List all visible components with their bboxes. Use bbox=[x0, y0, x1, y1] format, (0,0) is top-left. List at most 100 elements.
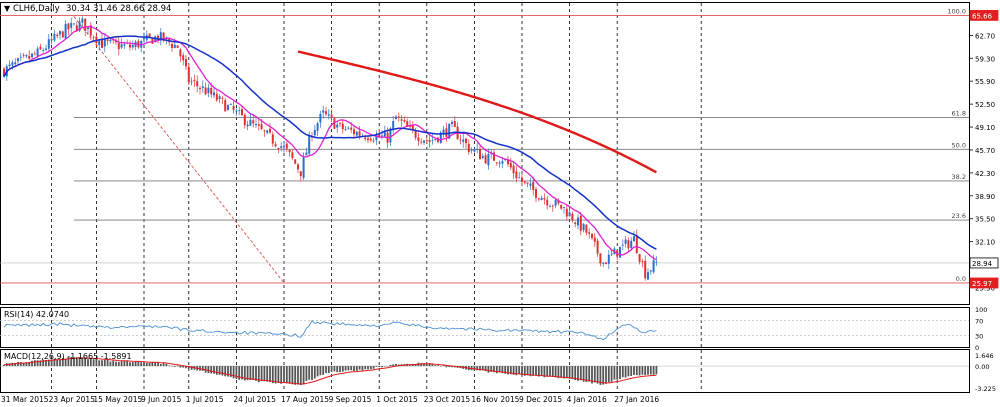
candle-body bbox=[157, 35, 159, 41]
candle-body bbox=[439, 132, 442, 143]
macd-histogram-bar bbox=[148, 362, 151, 367]
candle-body bbox=[364, 137, 367, 140]
macd-histogram-bar bbox=[372, 366, 375, 369]
macd-histogram-bar bbox=[378, 366, 381, 368]
macd-histogram-bar bbox=[294, 366, 297, 385]
macd-histogram-bar bbox=[507, 366, 509, 375]
price-tick-label: 45.70 bbox=[975, 147, 995, 155]
macd-histogram-bar bbox=[227, 366, 229, 377]
macd-histogram-bar bbox=[655, 366, 658, 375]
candle-body bbox=[487, 154, 490, 166]
candle-body bbox=[59, 31, 61, 35]
macd-histogram-bar bbox=[56, 359, 59, 367]
candle-body bbox=[445, 128, 448, 137]
macd-histogram-bar bbox=[25, 362, 28, 367]
candle-body bbox=[81, 18, 84, 23]
macd-histogram-bar bbox=[14, 363, 17, 367]
macd-histogram-bar bbox=[143, 362, 145, 367]
macd-histogram-bar bbox=[257, 366, 260, 383]
rsi-tick-label: 100 bbox=[975, 306, 987, 314]
candle-body bbox=[143, 37, 145, 40]
candle-body bbox=[417, 137, 420, 141]
macd-histogram-bar bbox=[619, 366, 621, 380]
candle-body bbox=[47, 39, 50, 49]
candle-body bbox=[87, 27, 89, 30]
fibonacci-levels: 100.0 61.8 50.0 38.2 23.6 0.0 bbox=[0, 7, 969, 284]
price-pane[interactable] bbox=[0, 2, 970, 305]
candle-body bbox=[350, 127, 353, 130]
candle-body bbox=[593, 237, 596, 242]
macd-histogram-bar bbox=[442, 365, 445, 367]
candle-body bbox=[481, 155, 484, 158]
candle-body bbox=[509, 162, 512, 168]
macd-histogram-bar bbox=[271, 366, 274, 384]
macd-histogram-bar bbox=[518, 366, 521, 375]
macd-histogram-bar bbox=[325, 366, 327, 374]
ma-mid-line bbox=[3, 35, 657, 250]
macd-histogram-bar bbox=[350, 366, 353, 371]
macd-histogram-bar bbox=[330, 366, 333, 372]
candle-body bbox=[106, 39, 109, 41]
macd-histogram-bar bbox=[535, 366, 537, 376]
candle-body bbox=[372, 140, 375, 142]
macd-histogram-bar bbox=[423, 363, 425, 367]
candle-body bbox=[229, 104, 232, 105]
macd-histogram-bar bbox=[255, 366, 257, 381]
candle-body bbox=[484, 155, 487, 164]
candle-body bbox=[64, 23, 67, 39]
macd-histogram-bar bbox=[397, 364, 400, 367]
time-tick-label: 27 Jan 2016 bbox=[614, 395, 659, 404]
macd-histogram-bar bbox=[70, 356, 73, 367]
vertical-gridlines bbox=[51, 3, 702, 392]
macd-histogram-bar bbox=[305, 366, 308, 382]
macd-histogram-bar bbox=[165, 363, 168, 367]
macd-histogram-bar bbox=[213, 366, 215, 374]
macd-histogram-bar bbox=[299, 366, 302, 385]
candle-body bbox=[109, 39, 112, 42]
candle-body bbox=[571, 213, 574, 221]
macd-histogram-bar bbox=[280, 366, 283, 384]
candle-body bbox=[213, 92, 215, 96]
macd-histogram-bar bbox=[190, 366, 193, 370]
macd-histogram-bar bbox=[613, 366, 616, 380]
macd-histogram-bar bbox=[59, 359, 61, 367]
candle-body bbox=[14, 62, 17, 65]
candle-body bbox=[297, 164, 299, 170]
candle-body bbox=[358, 131, 361, 136]
rsi-tick-label: 30 bbox=[975, 333, 983, 341]
macd-histogram-bar bbox=[585, 366, 588, 382]
candle-body bbox=[101, 39, 103, 48]
macd-histogram-bar bbox=[218, 366, 221, 375]
macd-histogram-bar bbox=[154, 362, 157, 367]
candle-body bbox=[344, 129, 347, 130]
macd-histogram-bar bbox=[568, 366, 571, 379]
candle-body bbox=[479, 148, 481, 160]
macd-histogram-bar bbox=[647, 366, 649, 375]
macd-histogram-bar bbox=[171, 365, 173, 367]
candle-body bbox=[224, 100, 227, 112]
candle-body bbox=[414, 130, 417, 138]
candle-body bbox=[271, 134, 274, 144]
dropdown-arrow-icon[interactable]: ▼ bbox=[4, 4, 11, 13]
rsi-pane[interactable] bbox=[0, 307, 970, 348]
macd-histogram-bar bbox=[490, 366, 493, 372]
macd-histogram-bar bbox=[599, 366, 602, 385]
candle-body bbox=[518, 177, 521, 179]
time-tick-label: 23 Apr 2015 bbox=[49, 395, 96, 404]
candle-body bbox=[249, 119, 252, 126]
rsi-tick-label: 70 bbox=[975, 317, 983, 325]
macd-histogram-bar bbox=[641, 366, 644, 375]
macd-histogram-bar bbox=[89, 358, 92, 367]
candle-body bbox=[560, 204, 563, 209]
candle-body bbox=[568, 212, 571, 217]
macd-histogram-bar bbox=[22, 362, 25, 367]
candle-body bbox=[162, 32, 165, 41]
macd-histogram-bar bbox=[140, 362, 143, 367]
macd-histogram-bar bbox=[246, 366, 249, 381]
time-tick-label: 16 Nov 2015 bbox=[471, 395, 519, 404]
time-tick-label: 4 Jan 2016 bbox=[567, 395, 607, 404]
candle-body bbox=[423, 140, 425, 143]
candle-body bbox=[624, 239, 627, 244]
rsi-tick-label: 0 bbox=[975, 344, 979, 352]
